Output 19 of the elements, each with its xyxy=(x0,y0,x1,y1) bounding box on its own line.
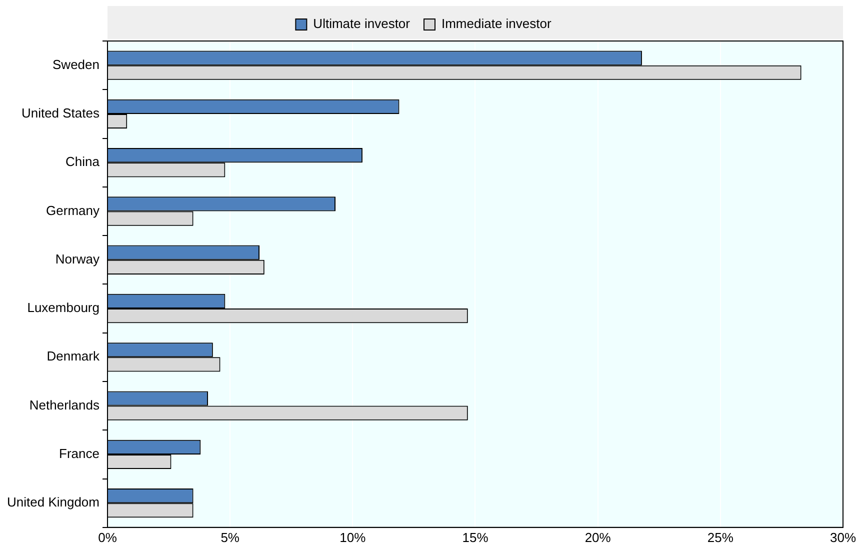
y-tick-label: Luxembourg xyxy=(27,300,100,316)
legend-label: Ultimate investor xyxy=(313,16,411,32)
x-tick-label: 20% xyxy=(584,530,612,545)
y-tick-label: Germany xyxy=(46,202,100,218)
y-tick-label: Norway xyxy=(55,251,100,266)
y-tick-label: Netherlands xyxy=(29,397,100,412)
y-tick-label: China xyxy=(66,154,100,170)
y-tick-label: Denmark xyxy=(46,348,100,364)
x-tick-label: 0% xyxy=(98,530,118,545)
y-tick-label: United States xyxy=(21,106,100,121)
y-tick-label: France xyxy=(59,446,100,462)
x-tick-label: 30% xyxy=(830,530,856,545)
x-tick-label: 5% xyxy=(220,530,240,545)
y-tick-label: United Kingdom xyxy=(7,494,100,510)
legend-label: Immediate investor xyxy=(441,16,552,32)
x-tick-label: 10% xyxy=(340,530,366,545)
y-tick-label: Sweden xyxy=(52,56,100,72)
x-tick-label: 25% xyxy=(707,530,734,545)
x-tick-label: 15% xyxy=(462,530,489,545)
